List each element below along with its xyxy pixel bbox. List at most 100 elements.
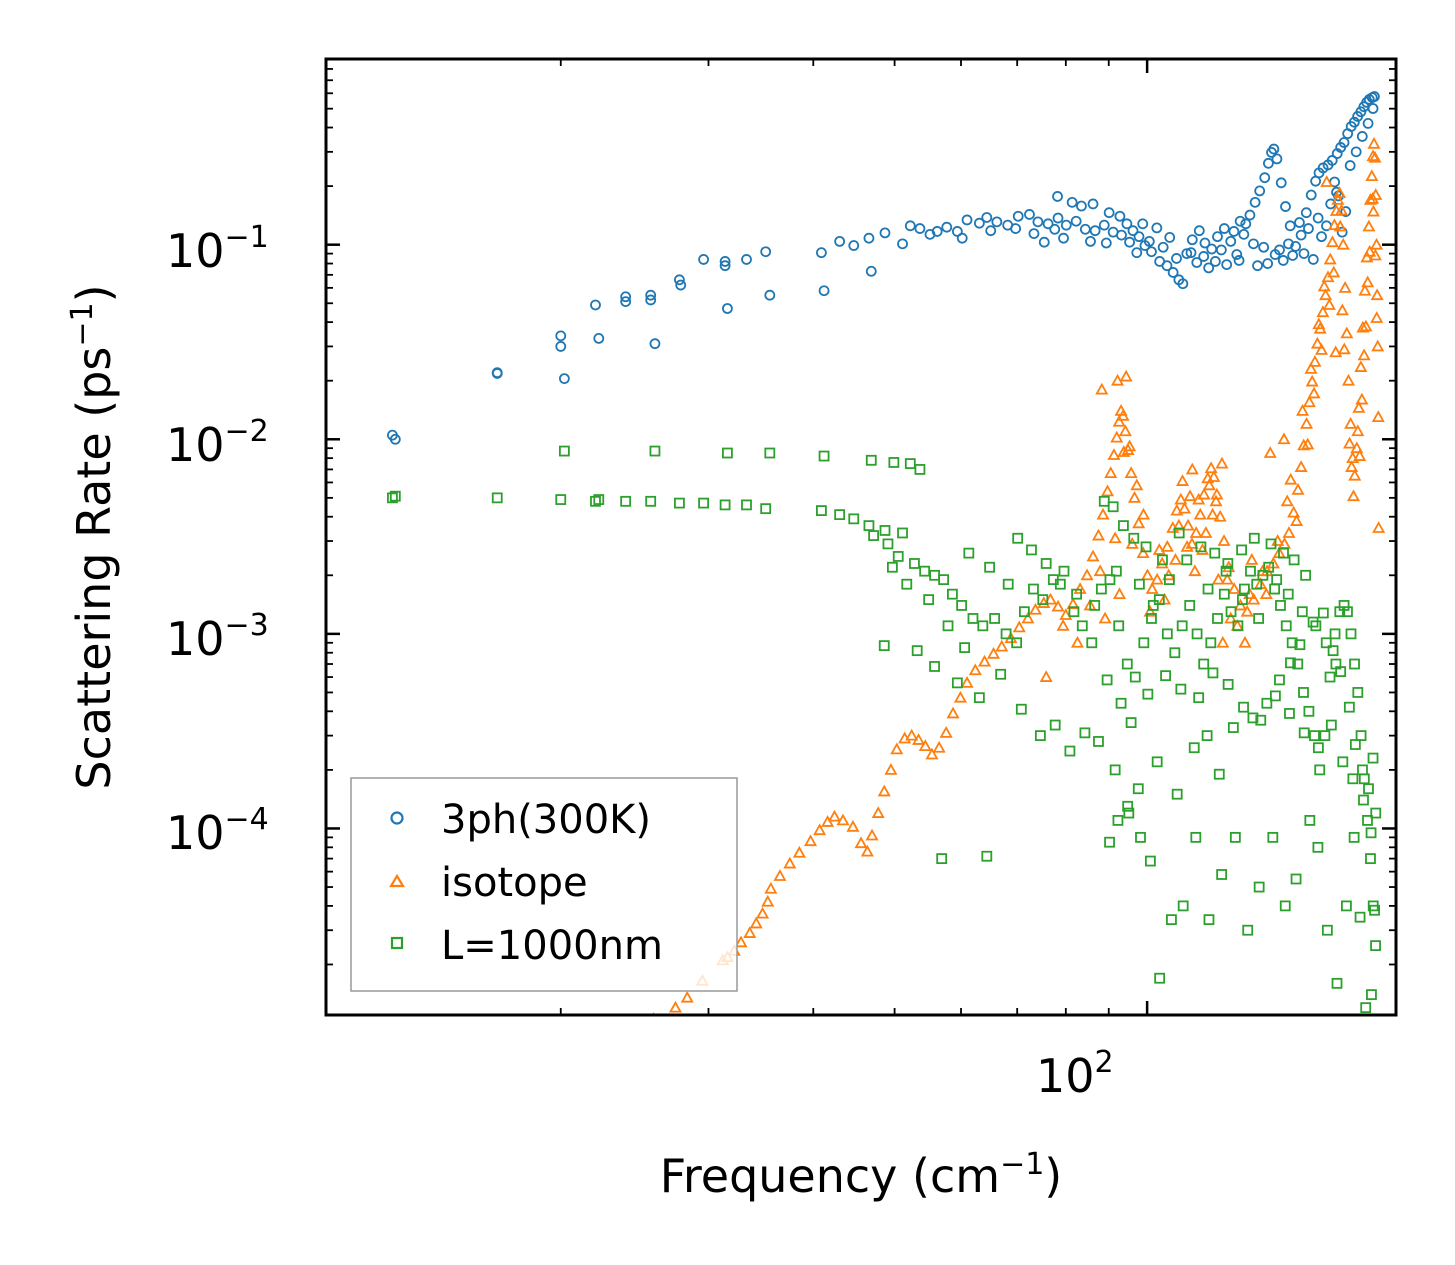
data-point [1337,756,1349,768]
data-point [1213,768,1225,780]
data-point [936,853,948,865]
data-point [1052,212,1064,224]
data-point [960,676,974,688]
data-point [1288,554,1300,566]
data-point [645,495,657,507]
data-point [1290,873,1302,885]
data-point [1089,225,1101,237]
data-point [1371,339,1385,352]
data-point [1085,235,1096,247]
data-point [1212,613,1223,624]
data-point [1221,259,1233,271]
data-point [1314,764,1326,776]
data-point [1247,712,1259,724]
data-point [884,763,898,775]
data-point [1215,456,1229,469]
data-point [1130,478,1144,491]
data-point [1087,198,1099,210]
data-point [1181,554,1193,566]
data-point [1265,538,1277,550]
data-point [1189,526,1203,538]
data-point [1224,611,1238,624]
data-point [1091,528,1106,541]
data-point [1267,831,1279,843]
data-point [1366,204,1380,217]
data-point [1171,253,1182,264]
data-point [1086,637,1098,649]
data-point [1323,252,1337,265]
data-point [1207,470,1221,482]
data-point [1315,343,1329,355]
y-axis-title: Scattering Rate (ps−1) [65,284,121,789]
data-point [879,227,891,239]
data-point [1107,448,1121,460]
data-point [1350,146,1362,158]
data-point [981,850,993,862]
data-point [764,289,776,301]
data-point [1080,568,1094,581]
data-point [1127,225,1139,237]
data-point [1358,794,1369,806]
data-point [1300,207,1312,219]
data-point [1076,620,1088,632]
data-point [1117,445,1131,457]
data-point [1277,432,1291,445]
data-point [1333,186,1347,199]
data-point [1336,226,1348,238]
data-point [1347,773,1359,785]
data-point [1279,900,1291,912]
data-point [1367,752,1379,764]
data-point [1161,260,1173,272]
data-point [1174,492,1188,505]
data-point [1320,175,1334,187]
data-point [1330,658,1342,670]
legend: 3ph(300K) isotope L=1000nm [350,777,738,992]
data-point [1310,336,1324,349]
data-point [854,836,868,849]
data-point [1370,288,1384,301]
data-point [1343,701,1355,713]
data-point [1305,374,1319,387]
data-point [1319,730,1331,742]
data-point [932,740,946,753]
data-point [620,291,632,303]
data-point [1365,827,1377,839]
data-point [675,279,687,291]
data-point [1176,620,1188,632]
data-point [1070,635,1085,648]
data-point [1294,639,1306,651]
data-point [912,733,926,745]
data-point [1185,537,1199,549]
data-point [1073,582,1087,594]
data-point [1284,220,1296,232]
data-point [1098,611,1112,624]
data-point [1244,209,1256,221]
y-tick-label: 10−3 [166,608,269,666]
data-point [1238,701,1249,713]
data-point [1188,742,1200,754]
data-point [1012,620,1026,633]
data-point [620,495,632,507]
data-point [1296,606,1308,618]
data-point [1103,207,1115,219]
data-point [680,990,694,1003]
data-point [1263,157,1274,169]
data-point [1095,382,1109,395]
data-point [1172,518,1186,531]
data-point [1282,526,1296,538]
data-point [1183,489,1197,502]
data-point [1366,192,1380,204]
data-point [719,499,731,511]
data-point [1171,788,1183,800]
data-point [719,256,731,267]
data-point [1024,209,1035,220]
data-point [1365,853,1376,865]
data-point [1170,503,1184,516]
data-point [1300,417,1314,429]
data-point [1333,219,1347,232]
data-point [1195,541,1207,553]
data-point [1259,172,1271,184]
data-point [1287,250,1299,261]
data-point [590,495,601,507]
